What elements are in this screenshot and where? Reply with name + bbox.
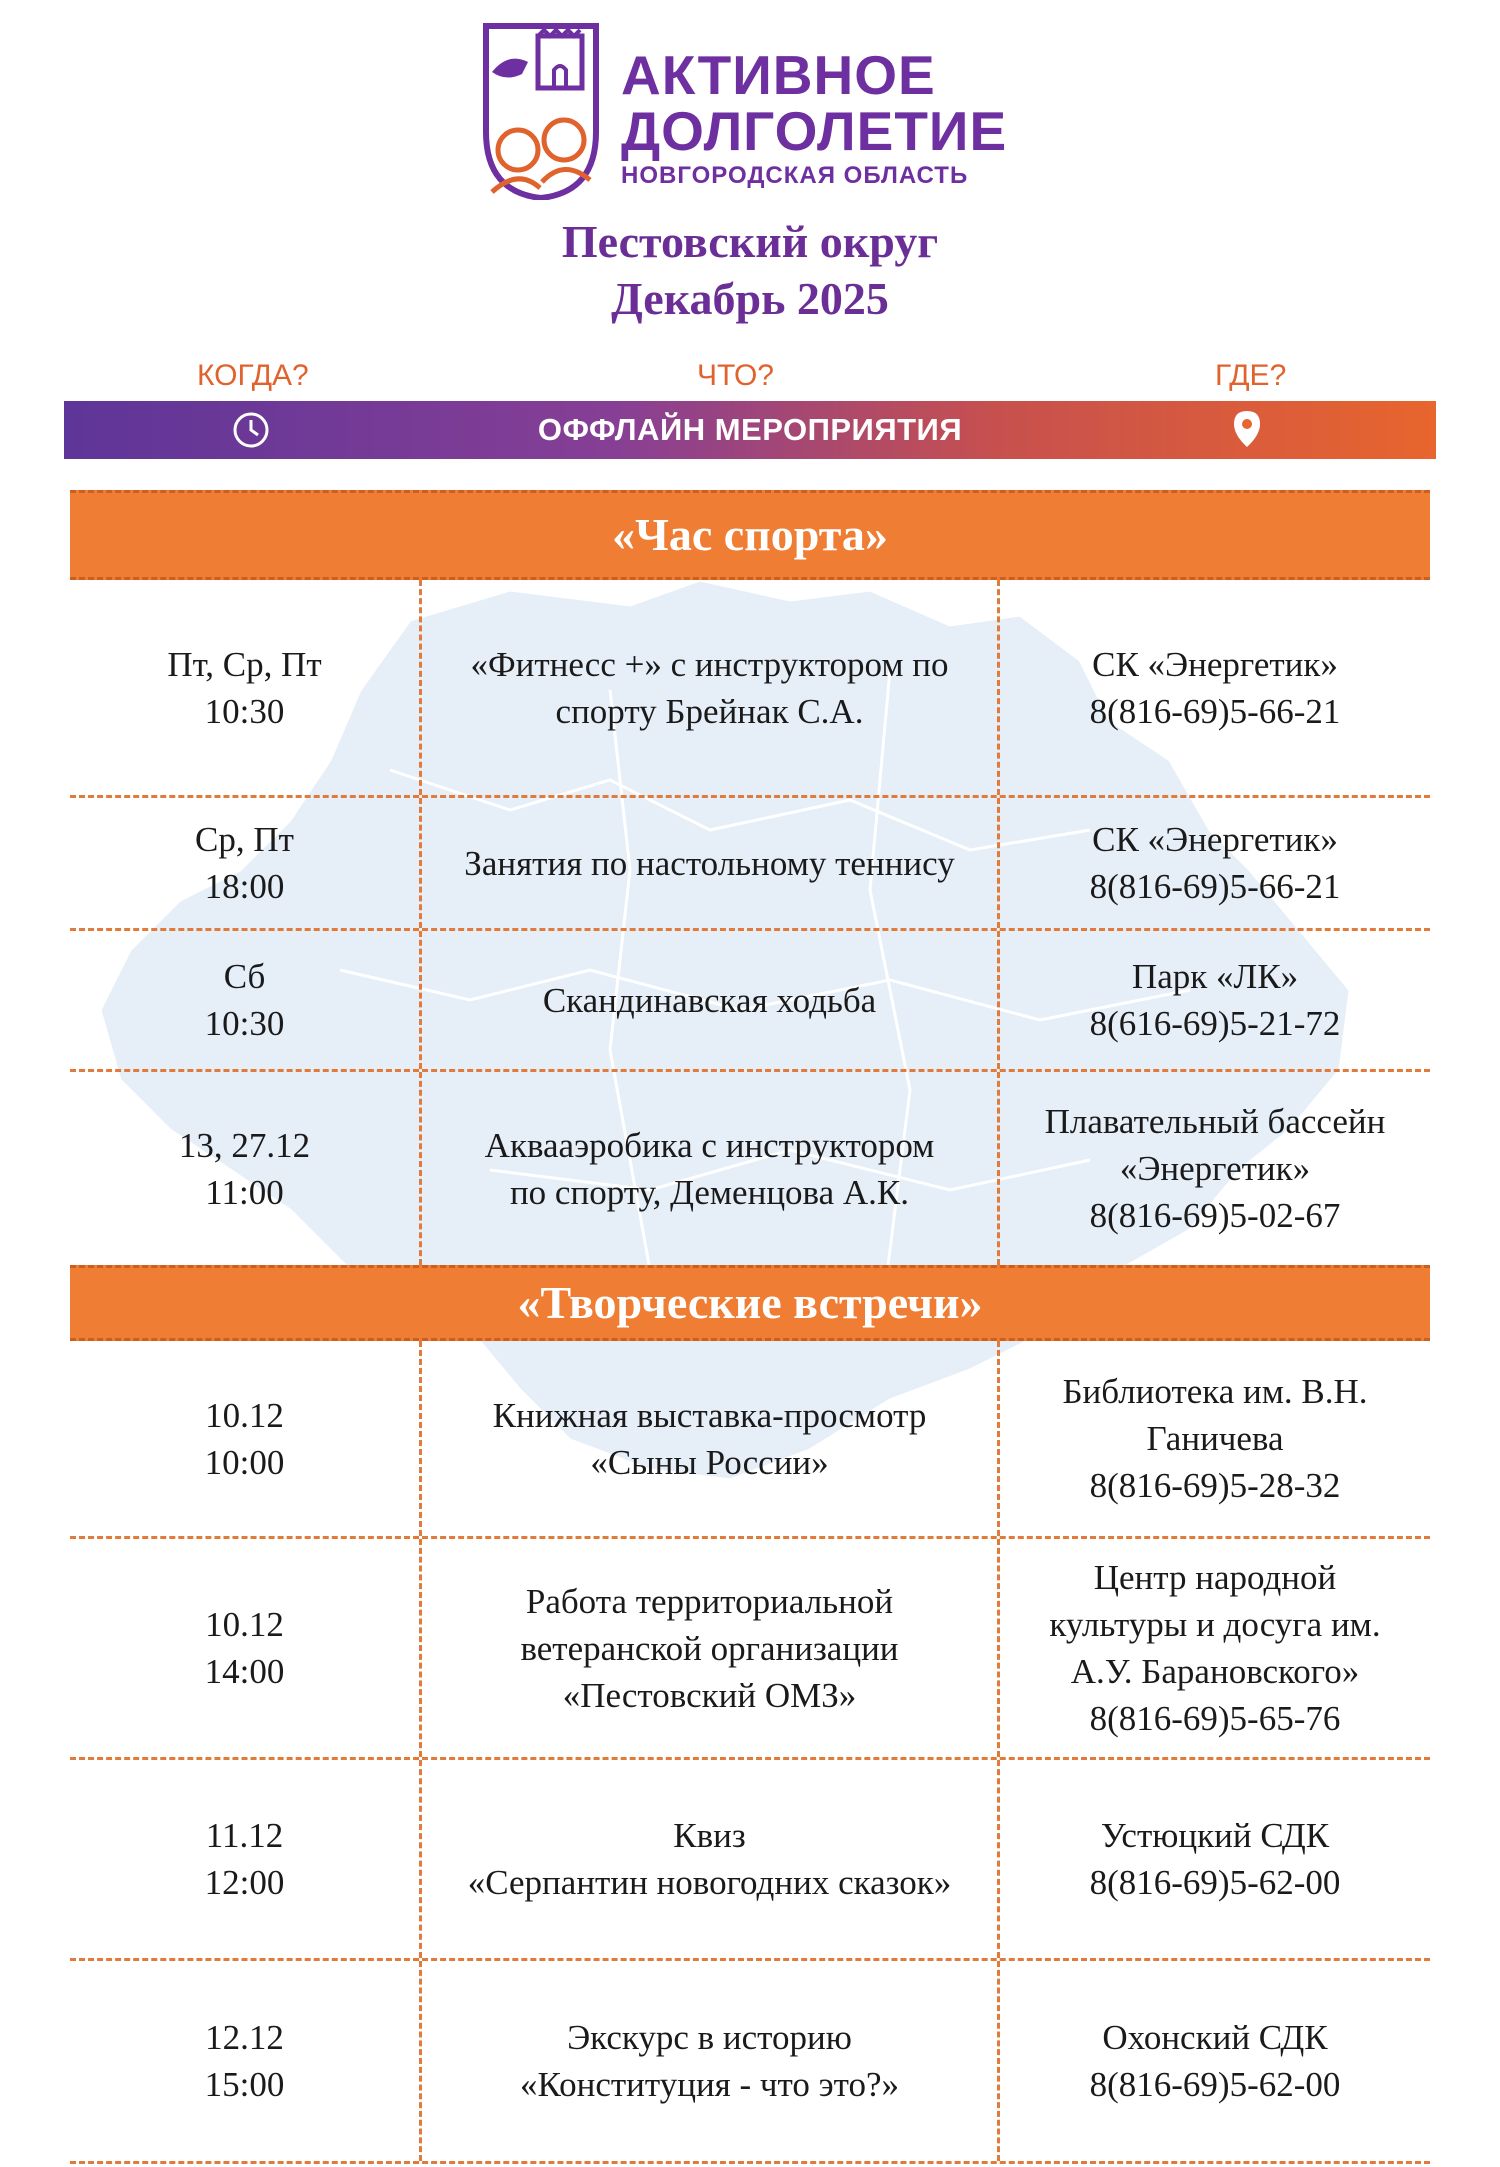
event-when: 11.12 12:00 — [70, 1760, 422, 1958]
logo-subtitle: НОВГОРОДСКАЯ ОБЛАСТЬ — [621, 162, 969, 189]
event-what: Скандинавская ходьба — [422, 931, 1000, 1069]
event-when: Сб 10:30 — [70, 931, 422, 1069]
table-row: 10.12 10:00 Книжная выставка-просмотр «С… — [70, 1341, 1430, 1539]
table-row: Ср, Пт 18:00 Занятия по настольному тенн… — [70, 798, 1430, 931]
logo-title-line2: ДОЛГОЛЕТИЕ — [621, 100, 1008, 162]
event-what: Аквааэробика с инструктором по спорту, Д… — [422, 1072, 1000, 1265]
page-title: Пестовский округ — [561, 216, 939, 267]
clock-icon — [233, 412, 269, 448]
event-where: СК «Энергетик» 8(816-69)5-66-21 — [1089, 644, 1341, 731]
event-where: Устюцкий СДК 8(816-69)5-62-00 — [1089, 1816, 1341, 1902]
event-what: «Фитнесс +» с инструктором по спорту Бре… — [422, 580, 1000, 795]
event-when: 12.12 15:00 — [70, 1961, 422, 2161]
event-when: 10.12 10:00 — [70, 1341, 422, 1536]
location-pin-icon — [1234, 411, 1260, 447]
offline-events-banner: ОФФЛАЙН МЕРОПРИЯТИЯ — [64, 401, 1436, 459]
event-when: Пт, Ср, Пт 10:30 — [70, 580, 422, 795]
where-label: ГДЕ? — [1215, 359, 1287, 392]
event-where: Охонский СДК 8(816-69)5-62-00 — [1089, 2018, 1341, 2104]
table-row: 12.12 15:00 Экскурс в историю «Конституц… — [70, 1961, 1430, 2164]
event-when: Ср, Пт 18:00 — [70, 798, 422, 928]
event-what: Книжная выставка-просмотр «Сыны России» — [422, 1341, 1000, 1536]
event-what: Экскурс в историю «Конституция - что это… — [422, 1961, 1000, 2161]
region-map-background — [98, 578, 1352, 1482]
logo-emblem-icon — [483, 23, 599, 200]
event-where: Центр народной культуры и досуга им. А.У… — [1049, 1558, 1381, 1738]
table-row: 11.12 12:00 Квиз «Серпантин новогодних с… — [70, 1760, 1430, 1961]
logo: АКТИВНОЕ ДОЛГОЛЕТИЕ НОВГОРОДСКАЯ ОБЛАСТЬ — [478, 22, 1038, 200]
event-what: Работа территориальной ветеранской орган… — [422, 1539, 1000, 1757]
event-what: Занятия по настольному теннису — [422, 798, 1000, 928]
page-subtitle-date: Декабрь 2025 — [611, 273, 889, 324]
event-what: Квиз «Серпантин новогодних сказок» — [422, 1760, 1000, 1958]
event-where: СК «Энергетик» 8(816-69)5-66-21 — [1089, 820, 1341, 906]
event-when: 13, 27.12 11:00 — [70, 1072, 422, 1265]
event-when: 10.12 14:00 — [70, 1539, 422, 1757]
when-label: КОГДА? — [197, 359, 309, 392]
events-table: «Час спорта» Пт, Ср, Пт 10:30 «Фитнесс +… — [70, 490, 1430, 2164]
table-row: 10.12 14:00 Работа территориальной ветер… — [70, 1539, 1430, 1760]
section-header-creative: «Творческие встречи» — [70, 1265, 1430, 1341]
section-header-sport: «Час спорта» — [70, 490, 1430, 580]
banner-label: ОФФЛАЙН МЕРОПРИЯТИЯ — [537, 412, 963, 447]
table-row: Пт, Ср, Пт 10:30 «Фитнесс +» с инструкто… — [70, 580, 1430, 798]
event-where: Библиотека им. В.Н. Ганичева 8(816-69)5-… — [1062, 1372, 1368, 1505]
event-where: Плавательный бассейн «Энергетик» 8(816-6… — [1044, 1102, 1386, 1235]
what-label: ЧТО? — [697, 359, 774, 392]
table-row: Сб 10:30 Скандинавская ходьба Парк «ЛК» … — [70, 931, 1430, 1072]
logo-text: АКТИВНОЕ ДОЛГОЛЕТИЕ НОВГОРОДСКАЯ ОБЛАСТЬ — [621, 47, 1007, 191]
logo-title-line1: АКТИВНОЕ — [621, 44, 936, 106]
event-where: Парк «ЛК» 8(616-69)5-21-72 — [1089, 957, 1341, 1043]
table-row: 13, 27.12 11:00 Аквааэробика с инструкто… — [70, 1072, 1430, 1265]
